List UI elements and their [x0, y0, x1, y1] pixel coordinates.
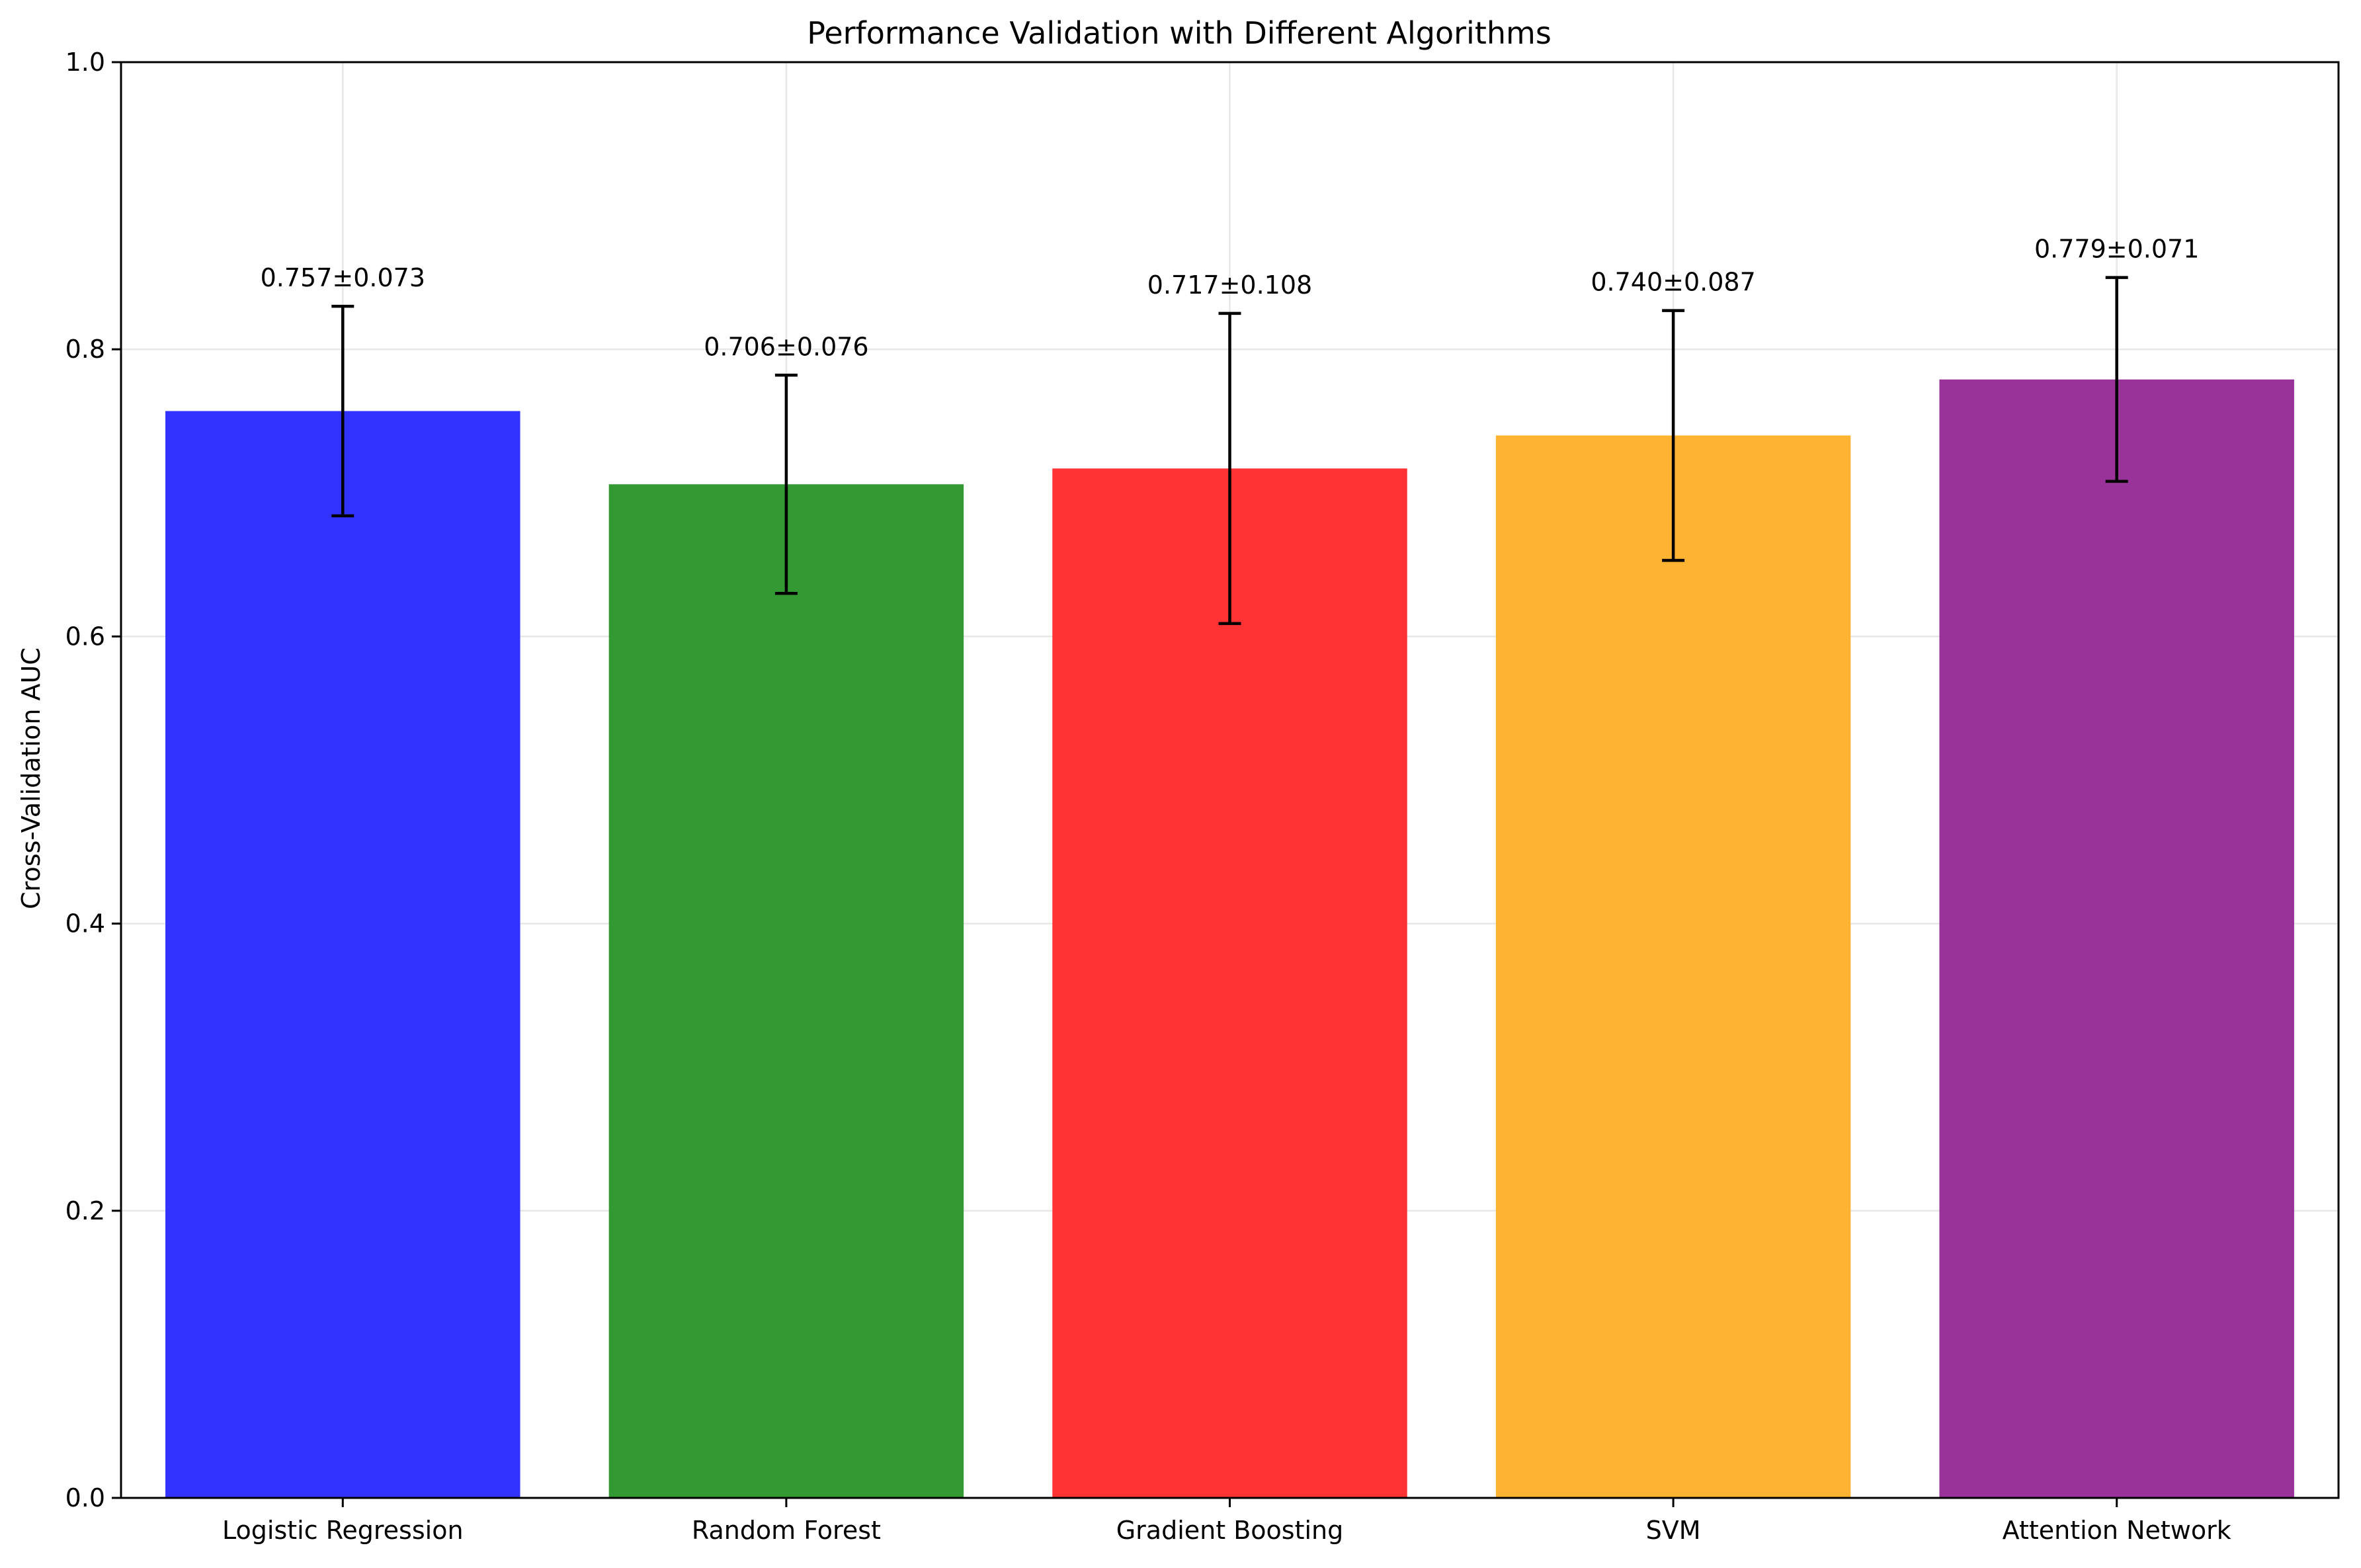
x-tick-label: Gradient Boosting: [1116, 1516, 1344, 1545]
y-tick-label: 0.4: [65, 909, 105, 938]
data-labels: 0.757±0.073 0.706±0.076 0.717±0.108 0.740±0…: [261, 235, 2200, 362]
x-axis-ticks: Logistic Regression Random Forest Gradient…: [222, 1498, 2231, 1545]
data-label: 0.757±0.073: [261, 263, 425, 292]
y-tick-label: 0.8: [65, 335, 105, 364]
data-label: 0.740±0.087: [1591, 268, 1755, 297]
x-tick-label: Attention Network: [2003, 1516, 2231, 1545]
x-tick-label: Logistic Regression: [222, 1516, 464, 1545]
y-tick-label: 0.0: [65, 1483, 105, 1512]
y-axis-ticks: 0.0 0.2 0.4 0.6 0.8 1.0: [65, 48, 121, 1512]
x-tick-label: Random Forest: [692, 1516, 881, 1545]
data-label: 0.779±0.071: [2034, 235, 2199, 264]
x-tick-label: SVM: [1646, 1516, 1701, 1545]
bar: [608, 484, 964, 1499]
bars: [165, 379, 2294, 1499]
y-axis-label: Cross-Validation AUC: [17, 647, 46, 909]
bar: [1939, 379, 2294, 1498]
bar: [165, 411, 520, 1498]
chart-title: Performance Validation with Different Al…: [807, 15, 1552, 51]
y-tick-label: 1.0: [65, 48, 105, 77]
bar: [1495, 435, 1851, 1499]
data-label: 0.717±0.108: [1147, 270, 1312, 300]
y-tick-label: 0.6: [65, 622, 105, 651]
data-label: 0.706±0.076: [704, 332, 868, 361]
error-bars: [331, 276, 2128, 626]
bar: [1052, 468, 1407, 1498]
y-tick-label: 0.2: [65, 1196, 105, 1225]
